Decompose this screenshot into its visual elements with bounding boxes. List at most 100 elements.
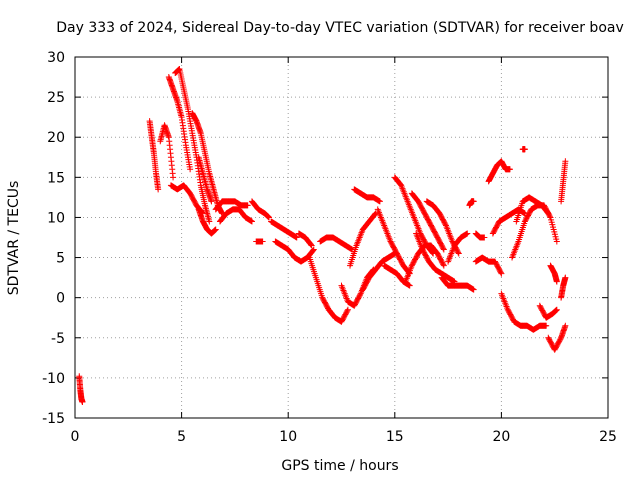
series-arc-aa <box>408 190 447 253</box>
series-arc-e <box>172 66 213 225</box>
series-arc-hh <box>472 254 505 277</box>
series-arc-b <box>146 118 162 193</box>
data-point <box>470 198 477 205</box>
series-arc-t <box>347 210 379 269</box>
data-point <box>440 246 447 253</box>
data-point <box>442 221 449 228</box>
data-point <box>562 158 569 165</box>
y-tick-label: 15 <box>47 170 65 186</box>
series-arc-j <box>212 198 251 213</box>
data-point <box>79 398 86 405</box>
series-arc-p <box>295 230 315 249</box>
data-point <box>206 218 213 225</box>
series-arc-a <box>76 373 86 405</box>
series-arc-bb <box>413 230 458 285</box>
data-point <box>344 306 351 313</box>
data-point <box>310 246 317 253</box>
data-point <box>212 226 219 233</box>
data-point <box>455 250 462 257</box>
data-point <box>376 198 383 205</box>
data-point <box>155 186 162 193</box>
series-arc-rr <box>558 158 569 205</box>
x-tick-label: 20 <box>492 429 510 445</box>
x-axis-label: GPS time / hours <box>281 458 398 474</box>
y-axis-label: SDTVAR / TECUs <box>6 181 22 296</box>
series-arc-w <box>374 206 413 277</box>
data-point <box>553 238 560 245</box>
x-tick-label: 25 <box>599 429 617 445</box>
series-arc-c <box>157 122 177 181</box>
x-tick-label: 5 <box>177 429 186 445</box>
series-arc-d <box>165 74 194 173</box>
series-arc-y <box>391 174 437 257</box>
series-arc-u <box>351 186 383 205</box>
series-arc-i <box>195 206 219 237</box>
data-point <box>440 262 447 269</box>
y-tick-label: -15 <box>42 411 65 427</box>
data-point <box>187 166 194 173</box>
series-arc-h <box>195 154 215 205</box>
data-point <box>553 306 560 313</box>
y-tick-label: 30 <box>47 50 65 66</box>
data-point <box>244 202 251 209</box>
series-arc-n <box>268 218 300 241</box>
data-point <box>546 213 553 220</box>
y-tick-label: 25 <box>47 90 65 106</box>
y-tick-label: -10 <box>42 371 65 387</box>
data-point <box>440 245 447 252</box>
series-arc-ff <box>466 198 477 209</box>
series-arc-oo <box>536 302 560 321</box>
data-point <box>470 286 477 293</box>
series-arc-l <box>248 198 273 221</box>
series-arc-nn <box>519 146 528 153</box>
series-arc-r <box>317 234 356 253</box>
data-point <box>266 214 273 221</box>
data-point <box>440 261 447 268</box>
data-point <box>170 174 177 181</box>
data-point <box>310 247 317 254</box>
data-point <box>543 322 550 329</box>
series-arc-gg <box>472 230 488 241</box>
data-point <box>498 270 505 277</box>
data-point <box>464 230 471 237</box>
data-points <box>76 66 569 405</box>
data-point <box>208 198 215 205</box>
series-arc-ee <box>445 230 471 265</box>
axis-ticks: 0 5 10 15 20 25 -15 -10 -5 0 5 10 15 20 25 30 <box>42 50 617 445</box>
x-tick-label: 10 <box>279 429 297 445</box>
y-tick-label: -5 <box>51 331 65 347</box>
data-point <box>544 209 551 216</box>
series-arc-q <box>306 254 351 325</box>
data-point <box>308 242 315 249</box>
data-point <box>521 146 528 153</box>
series-arc-kk <box>498 290 550 333</box>
data-point <box>455 249 462 256</box>
y-tick-label: 5 <box>56 251 65 267</box>
grid-lines <box>75 57 608 418</box>
series-arc-ss <box>558 274 569 301</box>
y-tick-label: 0 <box>56 291 65 307</box>
series-arc-mm <box>513 194 552 225</box>
data-point <box>308 241 315 248</box>
data-point <box>553 278 560 285</box>
x-tick-label: 15 <box>386 429 404 445</box>
plot-frame <box>74 56 609 419</box>
series-arc-z <box>402 242 447 285</box>
data-point <box>344 307 351 314</box>
series-arc-v <box>359 250 398 293</box>
series-arc-qq <box>547 262 560 285</box>
data-point <box>562 322 569 329</box>
y-tick-label: 10 <box>47 210 65 226</box>
series-arc-pp <box>545 322 569 353</box>
y-tick-label: 20 <box>47 130 65 146</box>
series-arc-m <box>253 238 266 245</box>
data-point <box>497 269 504 276</box>
data-point <box>562 274 569 281</box>
series-arc-dd <box>438 274 477 293</box>
data-point <box>293 234 300 241</box>
data-point <box>481 234 488 241</box>
x-tick-label: 0 <box>71 429 80 445</box>
chart-title: Day 333 of 2024, Sidereal Day-to-day VTE… <box>56 20 624 36</box>
series-arc-k <box>216 206 255 225</box>
